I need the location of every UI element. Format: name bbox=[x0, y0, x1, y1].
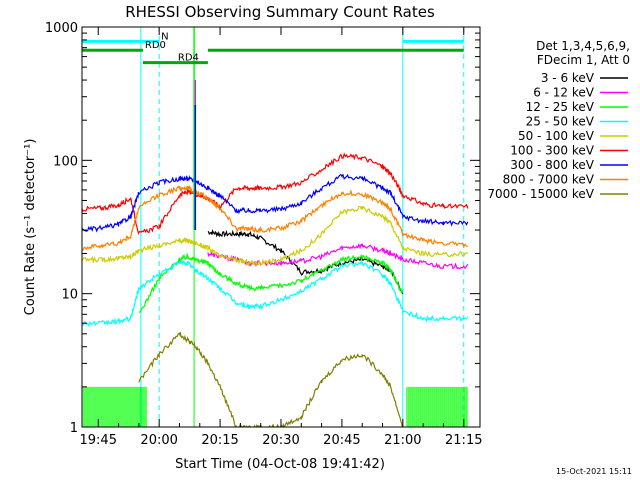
series-line-4 bbox=[82, 205, 469, 267]
x-tick-label-5: 21:00 bbox=[384, 433, 421, 448]
x-tick-label-6: 21:15 bbox=[445, 433, 482, 448]
x-tick-label-4: 20:45 bbox=[323, 433, 360, 448]
legend-label-2: 12 - 25 keV bbox=[526, 100, 595, 114]
y-axis: 1 10 100 1000 bbox=[45, 21, 480, 436]
state-bar-label-0: N bbox=[161, 31, 168, 42]
x-axis: 19:45 20:00 20:15 20:30 20:45 21:00 21:15 bbox=[80, 27, 482, 448]
y-tick-label-3: 1000 bbox=[45, 21, 78, 36]
x-tick-label-0: 19:45 bbox=[80, 433, 117, 448]
series-line-2 bbox=[138, 252, 404, 313]
chart-title: RHESSI Observing Summary Count Rates bbox=[125, 3, 435, 21]
series-line-5 bbox=[82, 152, 469, 235]
green-floor-1 bbox=[406, 386, 468, 427]
series-line-7 bbox=[82, 184, 468, 251]
legend-label-0: 3 - 6 keV bbox=[541, 71, 595, 85]
legend-label-8: 7000 - 15000 keV bbox=[487, 187, 594, 201]
y-tick-label-2: 100 bbox=[53, 154, 78, 169]
legend-label-5: 100 - 300 keV bbox=[510, 144, 594, 158]
x-tick-label-3: 20:30 bbox=[262, 433, 299, 448]
series-line-0 bbox=[207, 228, 404, 294]
series-line-3 bbox=[82, 259, 469, 327]
legend-label-7: 800 - 7000 keV bbox=[503, 173, 595, 187]
legend-header-line-1: Det 1,3,4,5,6,9, bbox=[536, 39, 630, 53]
series-line-8 bbox=[138, 332, 404, 427]
plot-frame bbox=[81, 26, 481, 428]
y-axis-label: Count Rate (s⁻¹ detector⁻¹) bbox=[23, 139, 38, 316]
series-line-6 bbox=[82, 173, 469, 233]
legend: Det 1,3,4,5,6,9, FDecim 1, Att 0 3 - 6 k… bbox=[487, 39, 630, 201]
legend-label-1: 6 - 12 keV bbox=[533, 86, 595, 100]
green-floor-0 bbox=[82, 386, 147, 427]
x-tick-label-2: 20:15 bbox=[201, 433, 238, 448]
x-tick-label-1: 20:00 bbox=[140, 433, 177, 448]
x-axis-label: Start Time (04-Oct-08 19:41:42) bbox=[175, 457, 385, 472]
state-bar-label-1: RD0 bbox=[145, 40, 166, 51]
y-tick-label-0: 1 bbox=[70, 421, 78, 436]
legend-header-line-2: FDecim 1, Att 0 bbox=[537, 53, 630, 67]
legend-label-6: 300 - 800 keV bbox=[510, 158, 594, 172]
y-tick-label-1: 10 bbox=[61, 288, 78, 303]
state-bar-label-2: RD4 bbox=[178, 53, 199, 64]
plot-area bbox=[82, 27, 469, 427]
legend-label-4: 50 - 100 keV bbox=[518, 129, 595, 143]
timestamp: 15-Oct-2021 15:11 bbox=[556, 467, 632, 476]
legend-label-3: 25 - 50 keV bbox=[526, 115, 595, 129]
